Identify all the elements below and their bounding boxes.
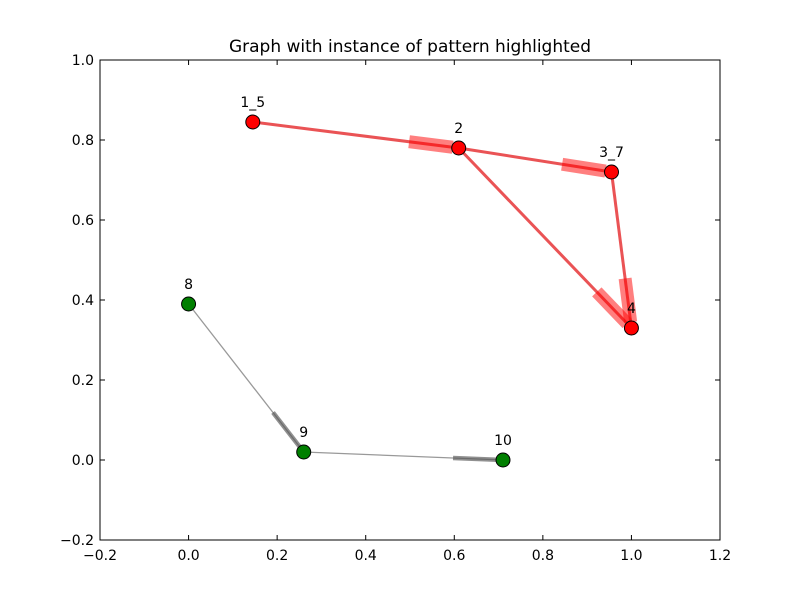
graph-node <box>604 164 619 180</box>
x-tick-label: 0.4 <box>355 548 377 564</box>
graph-node <box>245 114 261 130</box>
y-tick-label: 1.0 <box>72 53 94 69</box>
y-tick-label: −0.2 <box>60 533 94 549</box>
x-tick-label: 0.8 <box>532 548 554 564</box>
edge-arrow-stub <box>561 157 607 178</box>
node-label: 1_5 <box>240 95 265 111</box>
edge-arrow-stub <box>452 455 498 463</box>
node-label: 4 <box>627 301 636 317</box>
axis-ticks: −0.2 0.0 0.2 0.4 0.6 0.8 1.0 1.2 −0.2 0.0 0.2 0.4 0.… <box>60 53 731 564</box>
graph-node <box>451 140 467 156</box>
node-label: 10 <box>494 433 512 449</box>
node-label: 8 <box>184 277 193 293</box>
y-tick-label: 0.6 <box>72 213 94 229</box>
edge-arrow-stub <box>618 277 638 323</box>
x-tick-label: 0.0 <box>177 548 199 564</box>
nodes-layer: 1_5 2 3_7 4 8 9 10 <box>181 95 639 468</box>
x-tick-label: 0.6 <box>443 548 465 564</box>
edges-layer <box>188 120 638 463</box>
x-tick-label: 0.2 <box>266 548 288 564</box>
edge-arrow-stub <box>592 287 632 329</box>
graph-node <box>296 444 312 460</box>
y-tick-label: 0.4 <box>72 293 94 309</box>
chart-title: Graph with instance of pattern highlight… <box>229 37 591 57</box>
graph-node <box>623 320 639 336</box>
y-tick-label: 0.0 <box>72 453 94 469</box>
graph-node <box>181 296 197 312</box>
x-tick-label: 1.2 <box>709 548 731 564</box>
plot-area: 1_5 2 3_7 4 8 9 10 <box>99 59 721 541</box>
y-tick-label: 0.2 <box>72 373 94 389</box>
edge-arrow-stub <box>408 135 454 154</box>
node-label: 9 <box>299 425 308 441</box>
y-tick-label: 0.8 <box>72 133 94 149</box>
node-label: 3_7 <box>599 145 624 161</box>
edge-arrow-stub <box>271 411 302 449</box>
x-tick-label: −0.2 <box>83 548 117 564</box>
node-label: 2 <box>454 121 463 137</box>
graph-node <box>495 452 511 468</box>
x-tick-label: 1.0 <box>620 548 642 564</box>
